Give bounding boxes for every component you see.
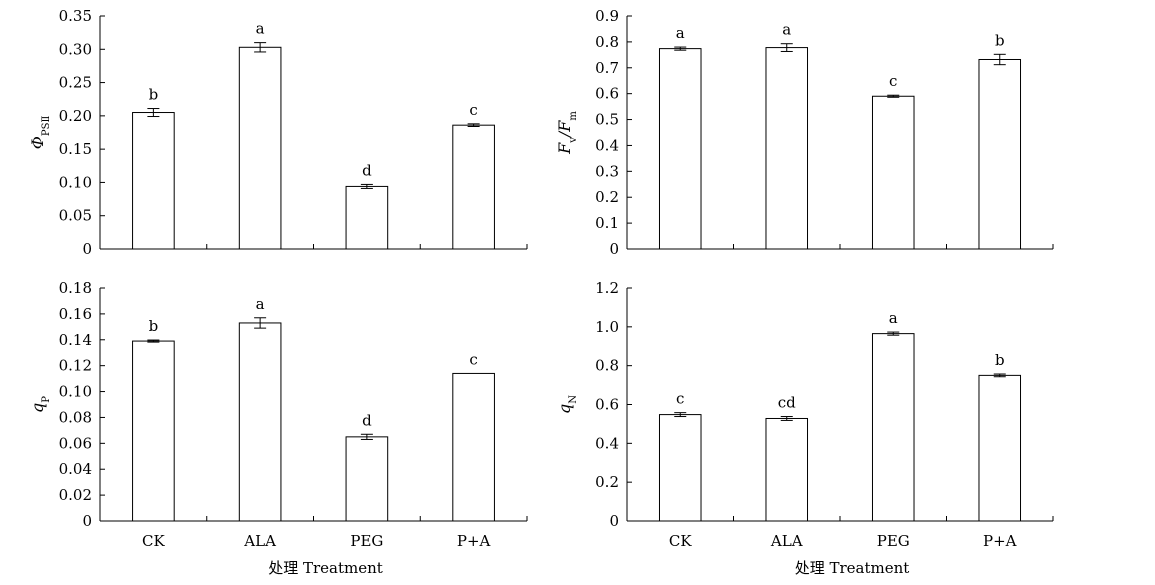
y-tick-label: 0.15 [59, 140, 92, 158]
bar-pa [978, 58, 1022, 250]
bar-ala [238, 46, 282, 250]
y-tick-label: 0.10 [59, 173, 92, 191]
bar-pa [452, 124, 495, 250]
bar-ck [658, 414, 702, 522]
y-tick-label: 0.05 [59, 207, 92, 225]
y-tick-label: 0 [609, 240, 619, 258]
y-axis-label: qP [28, 396, 52, 413]
significance-letter: a [782, 21, 791, 39]
y-tick-label: 0.4 [595, 434, 619, 452]
significance-letter: b [149, 86, 159, 104]
significance-letter: a [889, 309, 898, 327]
y-tick-label: 0.30 [59, 40, 92, 58]
y-tick-label: 0.35 [59, 7, 92, 25]
x-tick-label: ALA [243, 532, 276, 550]
y-tick-label: 0 [609, 512, 619, 530]
x-tick-label: CK [669, 532, 692, 550]
chart-panel-4: 0 0.2 0.4 0.6 0.8 1.0 1.2 c CK cd ALA a PEG b P+A 处理 Tr… [555, 279, 1054, 577]
y-tick-label: 0.2 [595, 473, 619, 491]
bar-peg [345, 185, 389, 250]
x-tick-label: PEG [877, 532, 910, 550]
significance-letter: d [362, 411, 372, 429]
y-tick-label: 0.25 [59, 74, 92, 92]
y-tick-label: 0.8 [595, 33, 619, 51]
y-tick-label: 0.1 [595, 214, 619, 232]
significance-letter: c [469, 101, 477, 119]
y-tick-label: 0.3 [595, 162, 619, 180]
bar-ck [132, 112, 175, 250]
y-tick-label: 0.2 [595, 188, 619, 206]
bar-pa [452, 372, 495, 522]
y-tick-label: 0.6 [595, 85, 619, 103]
significance-letter: c [889, 72, 897, 90]
x-tick-label: CK [142, 532, 165, 550]
significance-letter: d [362, 161, 372, 179]
chart-panel-2: 0 0.1 0.2 0.3 0.4 0.5 0.6 0.7 0.8 0.9 a a c b Fv/Fm [555, 7, 1054, 258]
bar-ala [765, 417, 809, 522]
significance-letter: c [676, 390, 684, 408]
bar-ala [238, 322, 282, 522]
y-tick-label: 0.18 [59, 279, 92, 297]
y-tick-label: 0.04 [59, 460, 92, 478]
significance-letter: a [256, 295, 265, 313]
y-tick-label: 0.14 [59, 331, 92, 349]
y-tick-label: 0 [82, 240, 92, 258]
y-tick-label: 0.02 [59, 486, 92, 504]
y-tick-label: 0.9 [595, 7, 619, 25]
y-tick-label: 0.08 [59, 408, 92, 426]
bar-ck [132, 340, 175, 522]
bar-peg [871, 95, 915, 250]
y-tick-label: 0.8 [595, 357, 619, 375]
y-tick-label: 0.16 [59, 305, 92, 323]
significance-letter: b [995, 31, 1005, 49]
chart-panel-1: 0 0.05 0.10 0.15 0.20 0.25 0.30 0.35 b a d c ΦPSⅡ [28, 7, 528, 258]
significance-letter: c [469, 350, 477, 368]
y-tick-label: 0 [82, 512, 92, 530]
y-tick-label: 1.0 [595, 318, 619, 336]
bar-pa [978, 374, 1022, 522]
y-tick-label: 0.6 [595, 396, 619, 414]
significance-letter: a [676, 24, 685, 42]
y-tick-label: 0.5 [595, 111, 619, 129]
x-axis-label: 处理 Treatment [268, 559, 383, 577]
x-tick-label: P+A [983, 532, 1017, 550]
y-axis-label: ΦPSⅡ [28, 116, 52, 150]
bar-ala [765, 47, 809, 250]
y-tick-label: 1.2 [595, 279, 619, 297]
chart-panel-3: 0 0.02 0.04 0.06 0.08 0.10 0.12 0.14 0.16 0.18 b CK… [28, 279, 528, 577]
bar-peg [871, 333, 915, 522]
y-axis-label: Fv/Fm [555, 111, 579, 155]
y-tick-label: 0.7 [595, 59, 619, 77]
y-tick-label: 0.06 [59, 434, 92, 452]
y-tick-label: 0.20 [59, 107, 92, 125]
y-tick-label: 0.12 [59, 357, 92, 375]
x-tick-label: P+A [457, 532, 491, 550]
significance-letter: cd [778, 394, 796, 412]
significance-letter: a [256, 20, 265, 38]
x-tick-label: ALA [770, 532, 803, 550]
bar-ck [658, 48, 702, 250]
y-tick-label: 0.10 [59, 383, 92, 401]
x-tick-label: PEG [350, 532, 383, 550]
y-tick-label: 0.4 [595, 136, 619, 154]
significance-letter: b [995, 351, 1005, 369]
bar-peg [345, 436, 389, 522]
x-axis-label: 处理 Treatment [795, 559, 910, 577]
y-axis-label: qN [555, 395, 579, 414]
significance-letter: b [149, 317, 159, 335]
